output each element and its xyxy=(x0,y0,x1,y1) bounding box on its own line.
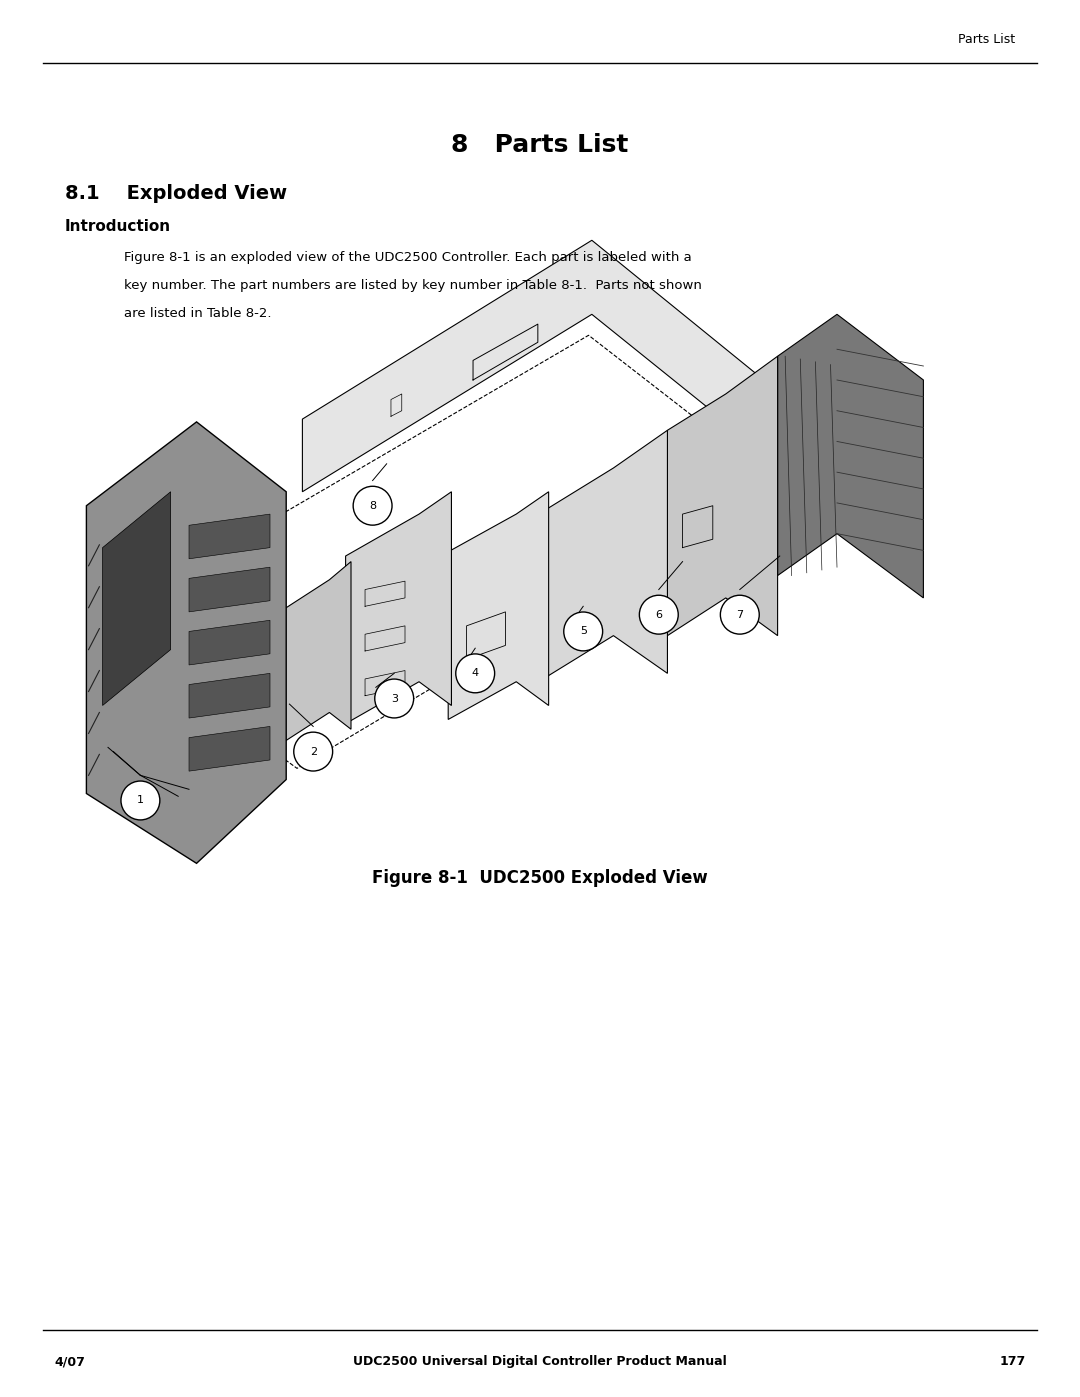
Ellipse shape xyxy=(639,595,678,634)
Ellipse shape xyxy=(121,781,160,820)
Polygon shape xyxy=(189,620,270,665)
Text: are listed in Table 8-2.: are listed in Table 8-2. xyxy=(124,307,272,320)
Polygon shape xyxy=(189,673,270,718)
Polygon shape xyxy=(302,240,778,492)
Polygon shape xyxy=(448,492,549,719)
Text: Introduction: Introduction xyxy=(65,219,171,235)
Polygon shape xyxy=(189,514,270,559)
Text: 3: 3 xyxy=(391,693,397,704)
Ellipse shape xyxy=(353,486,392,525)
Ellipse shape xyxy=(456,654,495,693)
Polygon shape xyxy=(86,422,286,863)
Text: Figure 8-1  UDC2500 Exploded View: Figure 8-1 UDC2500 Exploded View xyxy=(373,869,707,887)
Ellipse shape xyxy=(564,612,603,651)
Text: 8.1    Exploded View: 8.1 Exploded View xyxy=(65,184,287,204)
Text: 6: 6 xyxy=(656,609,662,620)
Polygon shape xyxy=(346,492,451,724)
Text: 1: 1 xyxy=(137,795,144,806)
Ellipse shape xyxy=(294,732,333,771)
Text: UDC2500 Universal Digital Controller Product Manual: UDC2500 Universal Digital Controller Pro… xyxy=(353,1355,727,1368)
Text: 8   Parts List: 8 Parts List xyxy=(451,133,629,156)
Text: 5: 5 xyxy=(580,626,586,637)
Text: Figure 8-1 is an exploded view of the UDC2500 Controller. Each part is labeled w: Figure 8-1 is an exploded view of the UD… xyxy=(124,251,692,264)
Text: Parts List: Parts List xyxy=(958,34,1015,46)
Text: 2: 2 xyxy=(310,746,316,757)
Polygon shape xyxy=(265,562,351,754)
Text: 177: 177 xyxy=(1000,1355,1026,1368)
Ellipse shape xyxy=(375,679,414,718)
Polygon shape xyxy=(103,492,171,705)
Text: key number. The part numbers are listed by key number in Table 8-1.  Parts not s: key number. The part numbers are listed … xyxy=(124,279,702,292)
Text: 8: 8 xyxy=(369,500,376,511)
Polygon shape xyxy=(189,567,270,612)
Text: 4: 4 xyxy=(472,668,478,679)
Polygon shape xyxy=(667,356,778,636)
Ellipse shape xyxy=(720,595,759,634)
Polygon shape xyxy=(545,430,667,678)
Polygon shape xyxy=(189,726,270,771)
Text: 4/07: 4/07 xyxy=(54,1355,85,1368)
Text: 7: 7 xyxy=(737,609,743,620)
Polygon shape xyxy=(778,314,923,598)
